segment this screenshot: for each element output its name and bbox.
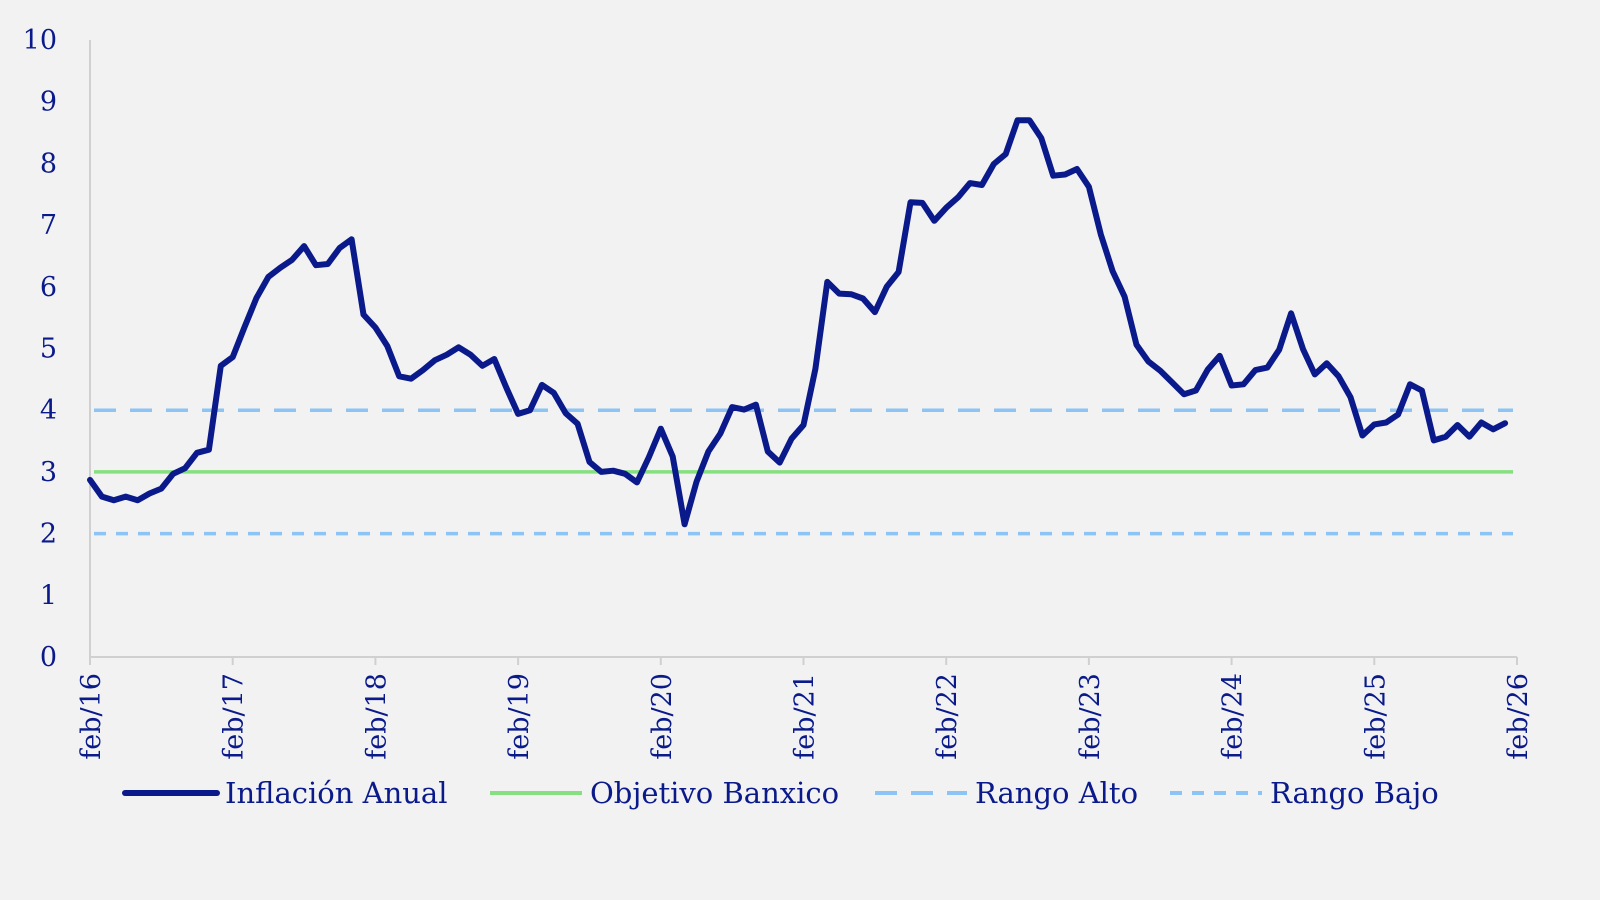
legend-label: Rango Bajo	[1270, 776, 1439, 810]
legend: Inflación Anual Objetivo Banxico Rango Alt…	[122, 776, 1439, 810]
series-line-inflacion-anual	[87, 117, 1509, 528]
x-tick-label: feb/22	[932, 673, 963, 760]
x-tick-label: feb/21	[790, 673, 821, 760]
y-tick-label: 3	[40, 457, 57, 488]
y-tick-label: 7	[40, 210, 57, 241]
y-tick-label: 8	[40, 148, 57, 179]
x-tick-label: feb/18	[361, 673, 392, 760]
x-tick-label: feb/19	[504, 673, 535, 760]
x-tick-label: feb/17	[219, 673, 250, 760]
axes: 0 1 2 3 4 5 6 7 8 9 10 feb/16 feb/17 feb/18 feb/19 feb/…	[23, 25, 1534, 760]
x-tick-label: feb/26	[1503, 673, 1534, 760]
series-lines	[87, 117, 1509, 528]
y-tick-label: 10	[23, 25, 57, 56]
legend-label: Inflación Anual	[225, 776, 448, 810]
y-tick-label: 2	[40, 519, 57, 550]
x-tick-label: feb/16	[76, 673, 107, 760]
legend-label: Rango Alto	[975, 776, 1138, 810]
x-tick-label: feb/23	[1075, 673, 1106, 760]
x-tick-label: feb/25	[1360, 673, 1391, 760]
y-tick-label: 4	[40, 395, 57, 426]
legend-label: Objetivo Banxico	[590, 776, 839, 810]
y-tick-label: 6	[40, 272, 57, 303]
y-tick-label: 5	[40, 334, 57, 365]
x-tick-label: feb/20	[647, 673, 678, 760]
reference-lines	[94, 408, 1513, 536]
y-tick-label: 9	[40, 87, 57, 118]
y-tick-label: 1	[40, 580, 57, 611]
y-tick-label: 0	[40, 642, 57, 673]
x-tick-label: feb/24	[1218, 673, 1249, 760]
